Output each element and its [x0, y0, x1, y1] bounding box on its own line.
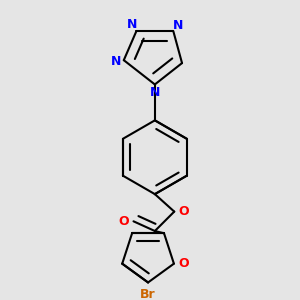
- Text: Br: Br: [140, 288, 156, 300]
- Text: O: O: [179, 205, 189, 218]
- Text: N: N: [173, 19, 184, 32]
- Text: N: N: [150, 86, 160, 99]
- Text: N: N: [111, 55, 122, 68]
- Text: N: N: [127, 18, 137, 32]
- Text: O: O: [178, 257, 189, 270]
- Text: O: O: [118, 215, 129, 228]
